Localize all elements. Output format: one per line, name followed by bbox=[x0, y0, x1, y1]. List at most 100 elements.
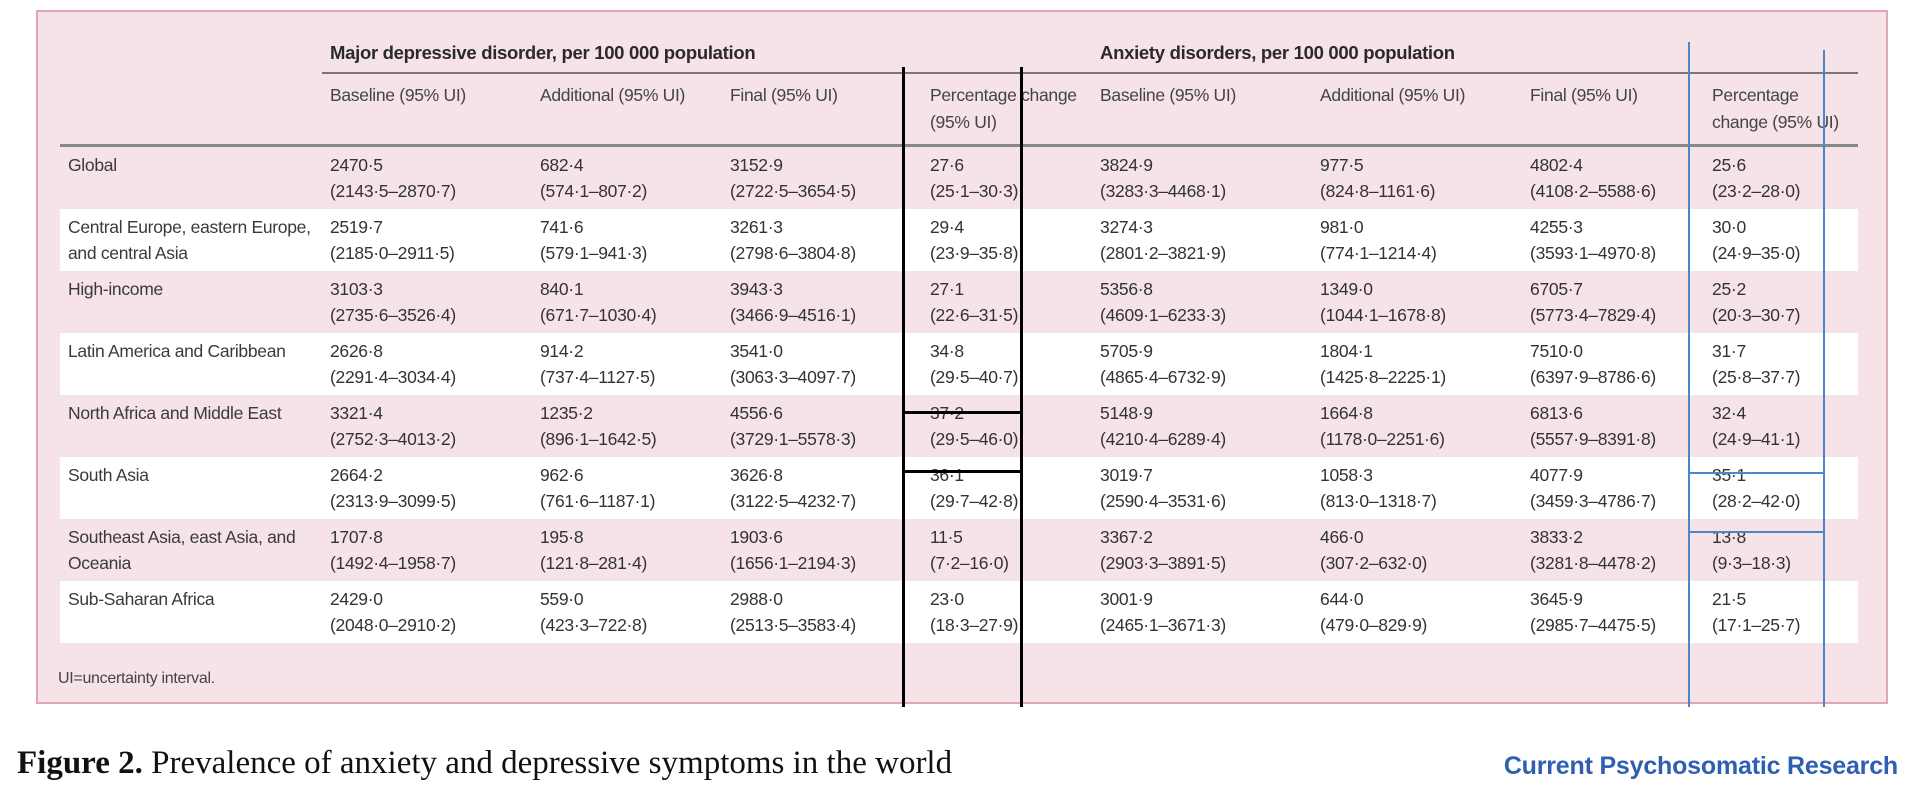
cell-interval: (25·8–37·7) bbox=[1712, 367, 1801, 387]
cell-estimate: 2519·7 bbox=[330, 217, 383, 237]
cell-interval: (3466·9–4516·1) bbox=[730, 305, 856, 325]
cell-interval: (29·5–46·0) bbox=[930, 429, 1019, 449]
table-wrap: Major depressive disorder, per 100 000 p… bbox=[60, 30, 1859, 643]
cell-interval: (1178·0–2251·6) bbox=[1320, 429, 1445, 449]
cell-estimate: 3261·3 bbox=[730, 217, 783, 237]
cell-interval: (2590·4–3531·6) bbox=[1100, 491, 1226, 511]
cell-estimate: 3541·0 bbox=[730, 341, 783, 361]
cell-estimate: 34·8 bbox=[930, 341, 964, 361]
value-cell: 1664·8 (1178·0–2251·6) bbox=[1312, 395, 1522, 457]
value-cell: 23·0 (18·3–27·9) bbox=[922, 581, 1092, 643]
value-cell: 6813·6 (5557·9–8391·8) bbox=[1522, 395, 1704, 457]
cell-interval: (3729·1–5578·3) bbox=[730, 429, 856, 449]
value-cell: 2470·5 (2143·5–2870·7) bbox=[322, 146, 532, 210]
cell-interval: (3063·3–4097·7) bbox=[730, 367, 856, 387]
cell-estimate: 914·2 bbox=[540, 341, 584, 361]
cell-interval: (1492·4–1958·7) bbox=[330, 553, 456, 573]
cell-estimate: 962·6 bbox=[540, 465, 584, 485]
cell-interval: (29·7–42·8) bbox=[930, 491, 1019, 511]
cell-interval: (1044·1–1678·8) bbox=[1320, 305, 1446, 325]
cell-interval: (2465·1–3671·3) bbox=[1100, 615, 1226, 635]
cell-interval: (2752·3–4013·2) bbox=[330, 429, 456, 449]
table-row: Latin America and Caribbean 2626·8 (2291·4… bbox=[60, 333, 1859, 395]
cell-estimate: 1349·0 bbox=[1320, 279, 1373, 299]
cell-interval: (28·2–42·0) bbox=[1712, 491, 1801, 511]
cell-estimate: 1804·1 bbox=[1320, 341, 1373, 361]
value-cell: 1903·6 (1656·1–2194·3) bbox=[722, 519, 922, 581]
cell-estimate: 195·8 bbox=[540, 527, 584, 547]
cell-interval: (121·8–281·4) bbox=[540, 553, 648, 573]
cell-interval: (2735·6–3526·4) bbox=[330, 305, 456, 325]
cell-interval: (2048·0–2910·2) bbox=[330, 615, 456, 635]
cell-interval: (20·3–30·7) bbox=[1712, 305, 1801, 325]
region-cell: Southeast Asia, east Asia, and Oceania bbox=[68, 527, 296, 573]
cell-interval: (896·1–1642·5) bbox=[540, 429, 657, 449]
cell-interval: (813·0–1318·7) bbox=[1320, 491, 1437, 511]
cell-estimate: 13·8 bbox=[1712, 527, 1746, 547]
value-cell: 3645·9 (2985·7–4475·5) bbox=[1522, 581, 1704, 643]
value-cell: 21·5 (17·1–25·7) bbox=[1704, 581, 1858, 643]
annotation-line-black-left bbox=[902, 67, 905, 707]
value-cell: 1349·0 (1044·1–1678·8) bbox=[1312, 271, 1522, 333]
cell-estimate: 977·5 bbox=[1320, 155, 1364, 175]
annotation-line-blue-left bbox=[1688, 42, 1690, 707]
cell-interval: (671·7–1030·4) bbox=[540, 305, 657, 325]
value-cell: 3274·3 (2801·2–3821·9) bbox=[1092, 209, 1312, 271]
cell-interval: (4108·2–5588·6) bbox=[1530, 181, 1656, 201]
cell-interval: (2798·6–3804·8) bbox=[730, 243, 856, 263]
cell-estimate: 2664·2 bbox=[330, 465, 383, 485]
figure-caption: Figure 2. Prevalence of anxiety and depr… bbox=[17, 745, 952, 782]
value-cell: 30·0 (24·9–35·0) bbox=[1704, 209, 1858, 271]
value-cell: 195·8 (121·8–281·4) bbox=[532, 519, 722, 581]
value-cell: 3833·2 (3281·8–4478·2) bbox=[1522, 519, 1704, 581]
anxiety-group-header: Anxiety disorders, per 100 000 populatio… bbox=[1092, 30, 1859, 74]
cell-interval: (23·9–35·8) bbox=[930, 243, 1019, 263]
annotation-line-black-bottom bbox=[902, 470, 1022, 473]
cell-interval: (22·6–31·5) bbox=[930, 305, 1019, 325]
cell-interval: (761·6–1187·1) bbox=[540, 491, 656, 511]
cell-interval: (824·8–1161·6) bbox=[1320, 181, 1436, 201]
footnote: UI=uncertainty interval. bbox=[58, 670, 215, 687]
anx-final-header: Final (95% UI) bbox=[1522, 73, 1705, 147]
cell-estimate: 1707·8 bbox=[330, 527, 383, 547]
cell-estimate: 1235·2 bbox=[540, 403, 593, 423]
value-cell: 981·0 (774·1–1214·4) bbox=[1312, 209, 1522, 271]
cell-interval: (4609·1–6233·3) bbox=[1100, 305, 1226, 325]
cell-interval: (29·5–40·7) bbox=[930, 367, 1019, 387]
cell-estimate: 3103·3 bbox=[330, 279, 383, 299]
cell-estimate: 5705·9 bbox=[1100, 341, 1153, 361]
cell-estimate: 1903·6 bbox=[730, 527, 783, 547]
cell-estimate: 23·0 bbox=[930, 589, 964, 609]
table-row: Global 2470·5 (2143·5–2870·7) 682·4 (574·1–8… bbox=[60, 145, 1859, 210]
mdd-percentage-header: Percentage change (95% UI) bbox=[922, 73, 1093, 147]
cell-estimate: 25·6 bbox=[1712, 155, 1746, 175]
value-cell: 3321·4 (2752·3–4013·2) bbox=[322, 395, 532, 457]
cell-estimate: 3019·7 bbox=[1100, 465, 1153, 485]
cell-estimate: 559·0 bbox=[540, 589, 584, 609]
value-cell: 25·6 (23·2–28·0) bbox=[1704, 146, 1858, 210]
anx-baseline-header: Baseline (95% UI) bbox=[1092, 73, 1313, 147]
cell-estimate: 2470·5 bbox=[330, 155, 383, 175]
cell-estimate: 3833·2 bbox=[1530, 527, 1583, 547]
cell-interval: (1656·1–2194·3) bbox=[730, 553, 856, 573]
region-cell: Central Europe, eastern Europe, and cent… bbox=[68, 217, 311, 263]
value-cell: 3019·7 (2590·4–3531·6) bbox=[1092, 457, 1312, 519]
value-cell: 1058·3 (813·0–1318·7) bbox=[1312, 457, 1522, 519]
value-cell: 35·1 (28·2–42·0) bbox=[1704, 457, 1858, 519]
cell-estimate: 3001·9 bbox=[1100, 589, 1153, 609]
value-cell: 1707·8 (1492·4–1958·7) bbox=[322, 519, 532, 581]
cell-estimate: 4802·4 bbox=[1530, 155, 1583, 175]
cell-estimate: 7510·0 bbox=[1530, 341, 1583, 361]
cell-estimate: 27·6 bbox=[930, 155, 964, 175]
cell-interval: (3593·1–4970·8) bbox=[1530, 243, 1656, 263]
cell-interval: (7·2–16·0) bbox=[930, 553, 1009, 573]
cell-estimate: 2988·0 bbox=[730, 589, 783, 609]
value-cell: 5356·8 (4609·1–6233·3) bbox=[1092, 271, 1312, 333]
cell-estimate: 29·4 bbox=[930, 217, 964, 237]
region-header bbox=[60, 73, 322, 147]
figure-label: Figure 2. bbox=[17, 745, 143, 781]
cell-interval: (24·9–35·0) bbox=[1712, 243, 1801, 263]
cell-estimate: 11·5 bbox=[930, 527, 963, 547]
value-cell: 741·6 (579·1–941·3) bbox=[532, 209, 722, 271]
cell-interval: (2291·4–3034·4) bbox=[330, 367, 456, 387]
